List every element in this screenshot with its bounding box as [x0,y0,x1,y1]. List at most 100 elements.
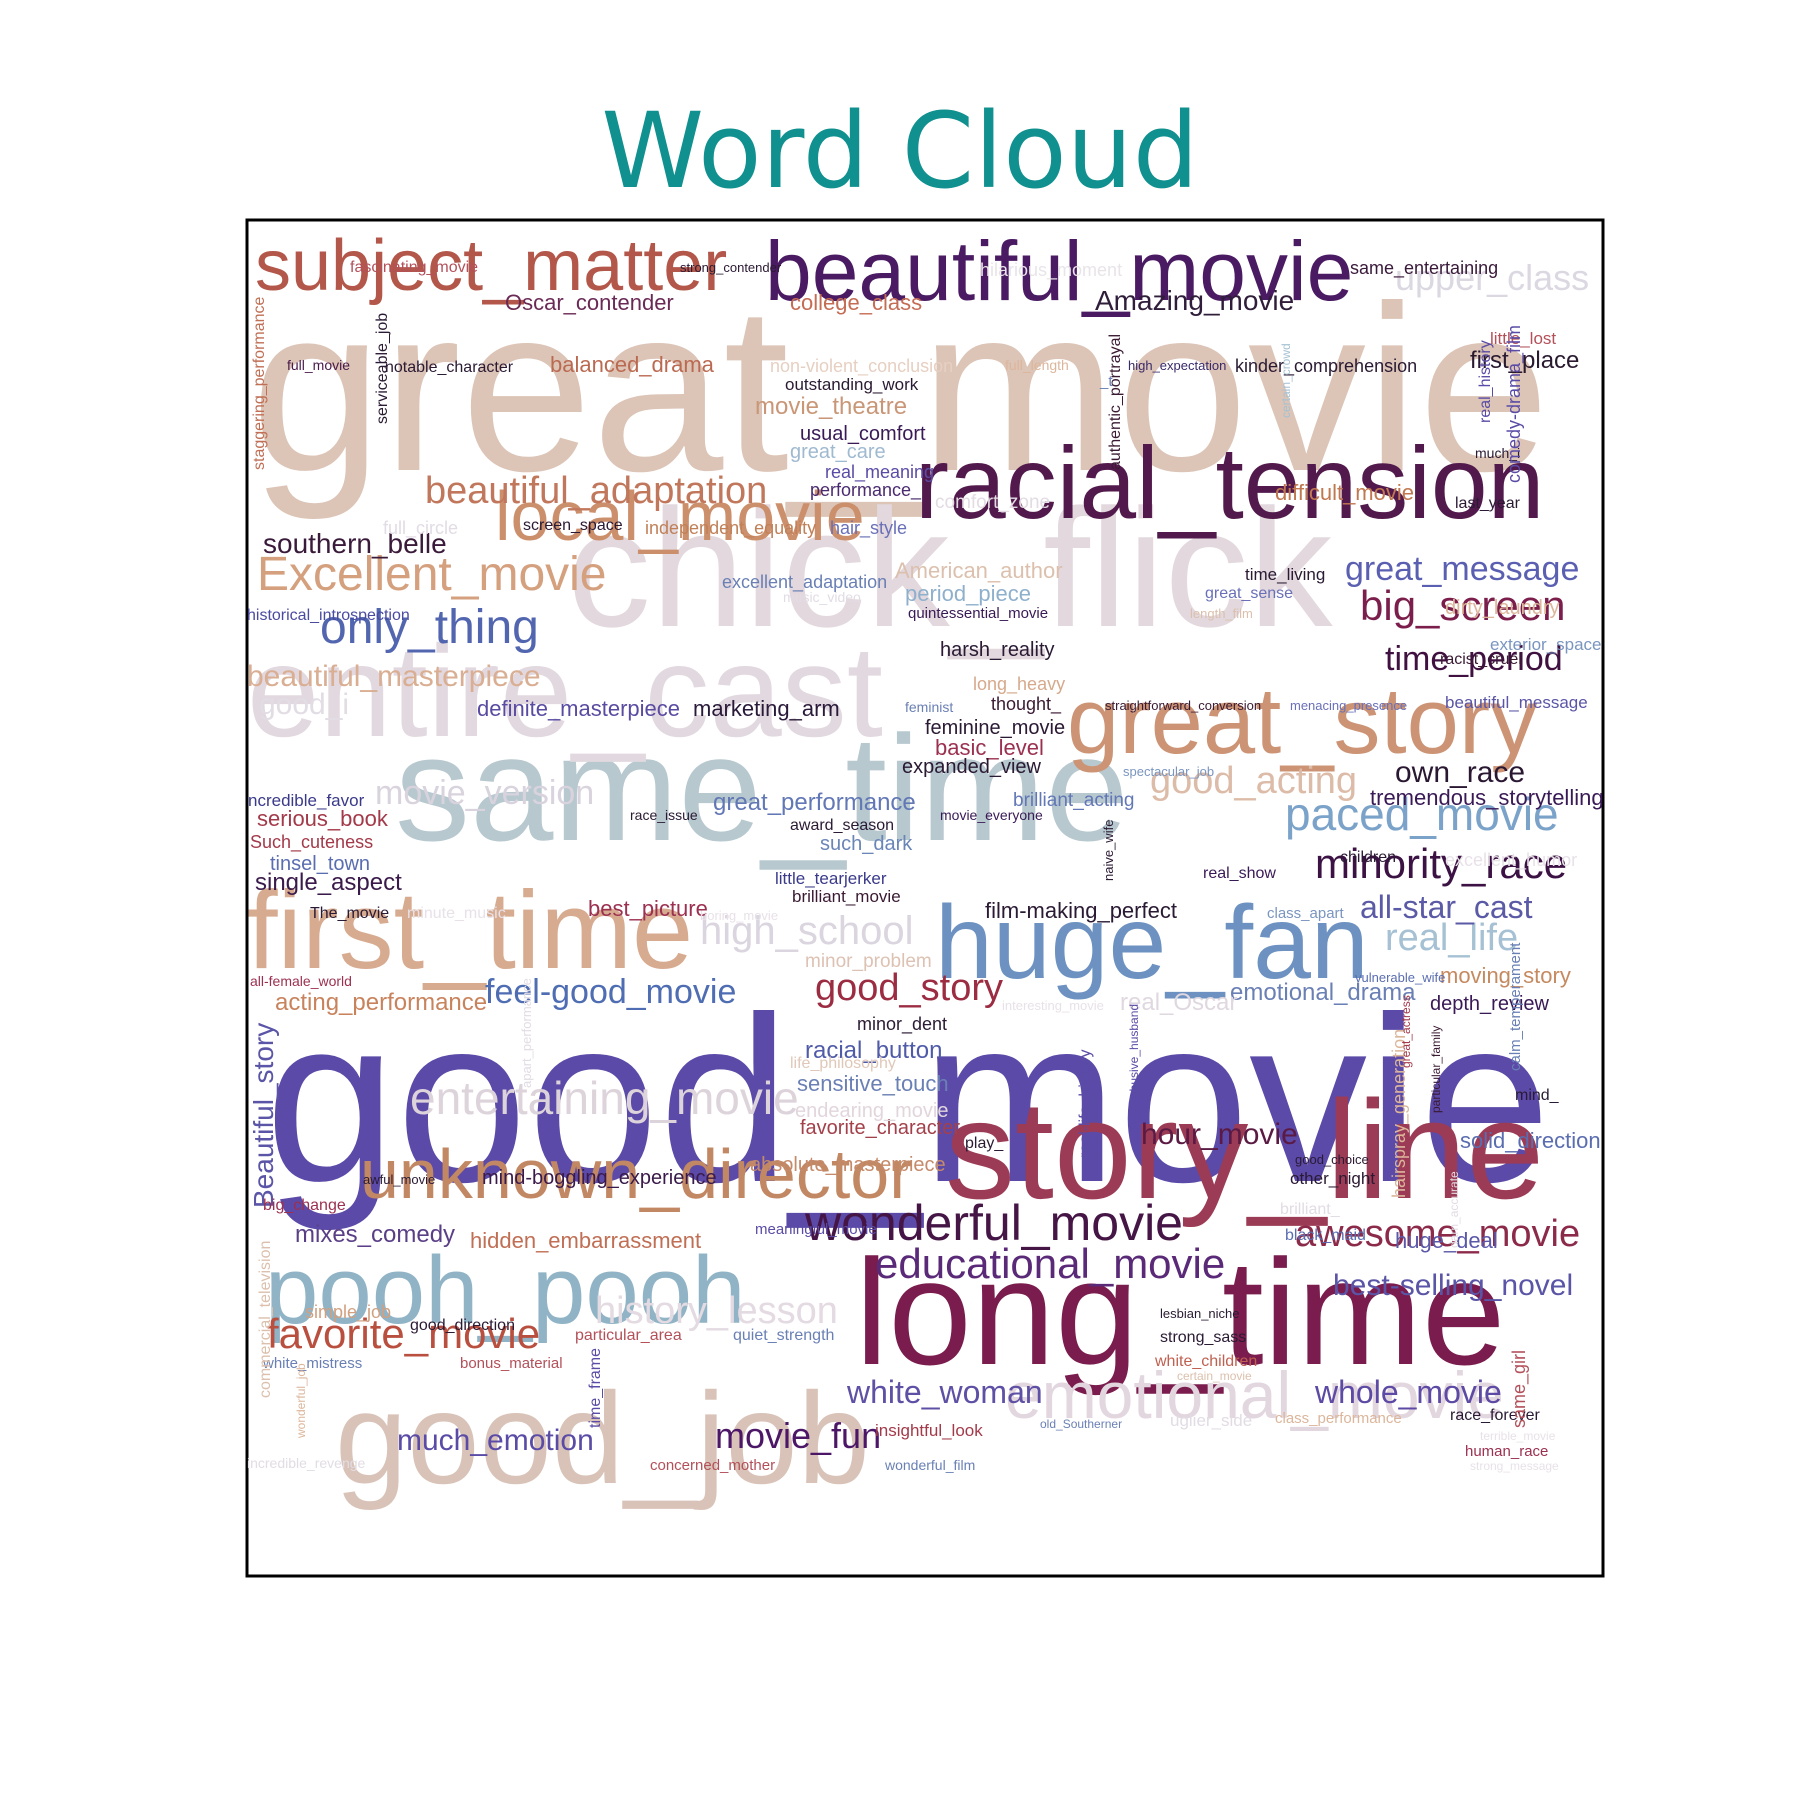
word-comfort-zone: comfort_zone [935,492,1050,513]
word-best-picture: best_picture [588,896,708,921]
word-outstanding-work: outstanding_work [785,375,919,394]
word-meaningful-movie: meaningful_movie [755,1221,877,1238]
word-awful-movie: awful_movie [363,1172,435,1187]
word-comedy-drama-film: comedy-drama_film [1504,325,1525,483]
word-big-screen: big_screen [1360,582,1565,629]
word-real-life: real_life [1385,917,1518,959]
word-acting-performance: acting_performance [275,989,487,1016]
word-hair-style: hair_style [830,518,907,539]
word-period-piece: period_piece [905,581,1031,606]
word-unknown-director: unknown_director [360,1135,913,1213]
word-class-apart: class_apart [1267,905,1345,922]
word-usual-comfort: usual_comfort [800,423,926,445]
word-good-direction: good_direction [410,1317,515,1334]
word-certain-movie: certain_movie [1177,1369,1252,1383]
word-time-period: time_period [1385,640,1563,678]
word-whole-movie: whole_movie [1314,1374,1502,1410]
word-simple-job: simple_job [305,1302,391,1323]
word-t: _t [1099,373,1113,390]
word-brilliant-acting: brilliant_acting [1013,790,1134,811]
word-racial-tension: racial_tension [915,426,1544,540]
word-single-aspect: single_aspect [255,869,402,896]
word-good-story: good_story [815,967,1003,1009]
word-own-race: own_race [1395,756,1525,789]
word-strong-message: strong_message [1470,1459,1559,1473]
word-authentic-portrayal: authentic_portrayal [1107,334,1124,470]
word-ncredible-favor: ncredible_favor [248,791,365,810]
word-beautiful-story: Beautiful_story [248,1023,279,1208]
word-moving-story: moving_story [1440,963,1571,988]
word-little-lost: little_lost [1490,329,1556,348]
word-excellent-movie: Excellent_movie [257,548,607,601]
word-emotional-drama: emotional_drama [1230,979,1416,1006]
word-independent-equality: independent_equality [645,518,816,539]
word-real-history: real_history [1477,340,1494,423]
word-quintessential-movie: quintessential_movie [908,605,1048,622]
word-exterior-space: exterior_space [1490,635,1602,654]
word-southern-belle: southern_belle [263,528,447,559]
word-first-place: first_place [1470,347,1579,374]
word-much-i: much_i [1475,445,1520,461]
word-real-meaning: real_meaning [825,462,934,483]
word-mind: mind_ [1515,1087,1560,1104]
word-history-lesson: history_lesson [595,1290,838,1332]
word-last-year: last_year [1455,495,1521,512]
word-minor-dent: minor_dent [857,1014,947,1035]
word-wonderful-film: wonderful_film [884,1457,975,1473]
word-full-movie: full_movie [287,357,350,373]
word-historical-introspection: historical_introspection [247,607,410,624]
word-oscar-contender: Oscar_contender [505,290,674,315]
word-white-children: white_children [1154,1353,1257,1370]
word-hairspray-generation: hairspray_generation [1389,1029,1410,1198]
word-great-sense: great_sense [1205,585,1293,602]
word-high-expectation: high_expectation [1128,358,1226,373]
word-mind-boggling-experience: mind-boggling_experience [482,1167,717,1189]
word-staggering-performance: staggering_performance [251,296,268,470]
word-big-change: big_change [263,1197,346,1214]
word-endearing-movie: endearing_movie [795,1100,948,1122]
word-emotional-movie: emotional_movie [1005,1358,1504,1432]
word-entertaining-movie: entertaining_movie [410,1072,799,1124]
word-great-care: great_care [790,441,886,463]
word-film-making-perfect: film-making_perfect [985,898,1177,923]
word-best-selling-novel: best-selling_novel [1333,1269,1573,1302]
word-movie-everyone: movie_everyone [940,807,1043,823]
word-good-job: good_job [335,1365,870,1511]
word-time-living: time_living [1245,565,1325,584]
word-favorite-character: favorite_character [800,1117,960,1139]
word-certain-crowd: certain_crowd [1279,343,1293,418]
word-racist-cruel: racist_cruel [1440,651,1522,668]
word-particular-family: particular_family [1429,1026,1443,1113]
word-real-life-history: real-life_history [1077,1050,1094,1158]
word-commercial-television: commercial_television [257,1241,274,1398]
word-local-movie: local_movie [495,477,865,555]
word-race-issue: race_issue [630,807,698,823]
word-full-circle: full_circle [383,518,458,539]
word-calm-temperament: calm_temperament [1507,942,1524,1071]
word-race-forever: race_forever [1450,1407,1540,1424]
word-definite-masterpiece: definite_masterpiece [477,696,680,721]
word-tremendous-storytelling: tremendous_storytelling [1370,785,1604,810]
word-story-line: story_line [945,1071,1544,1228]
chart-title: Word Cloud [601,90,1199,212]
word-boring-movie: boring_movie [700,908,778,923]
word-hidden-embarrassment: hidden_embarrassment [470,1228,701,1253]
word-serious-book: serious_book [257,806,389,831]
word-white-mistress: white_mistress [262,1355,362,1372]
word-such-dark: such_dark [820,833,913,855]
word-real-oscar: real_Oscar [1120,989,1237,1016]
word-life-philosophy: life_philosophy [790,1055,896,1072]
word-depth-review: depth_review [1430,993,1550,1015]
word-subject-matter: subject_matter [255,226,727,306]
word-non-violent-conclusion: non-violent_conclusion [770,356,953,377]
word-children: children [1340,849,1396,866]
word-play: play_ [965,1135,1004,1152]
word-expanded-view: expanded_view [902,756,1042,778]
word-absolute-masterpiece: absolute_masterpiece [750,1154,946,1176]
word-music-video: music_video [783,589,861,605]
word-chick-flick: chick_flick [567,474,1334,662]
word-balanced-drama: balanced_drama [550,352,715,377]
word-award-season: award_season [790,817,894,834]
word-beautiful-movie: beautiful_movie [765,224,1353,318]
word-minute-music: minute_music [407,905,506,922]
